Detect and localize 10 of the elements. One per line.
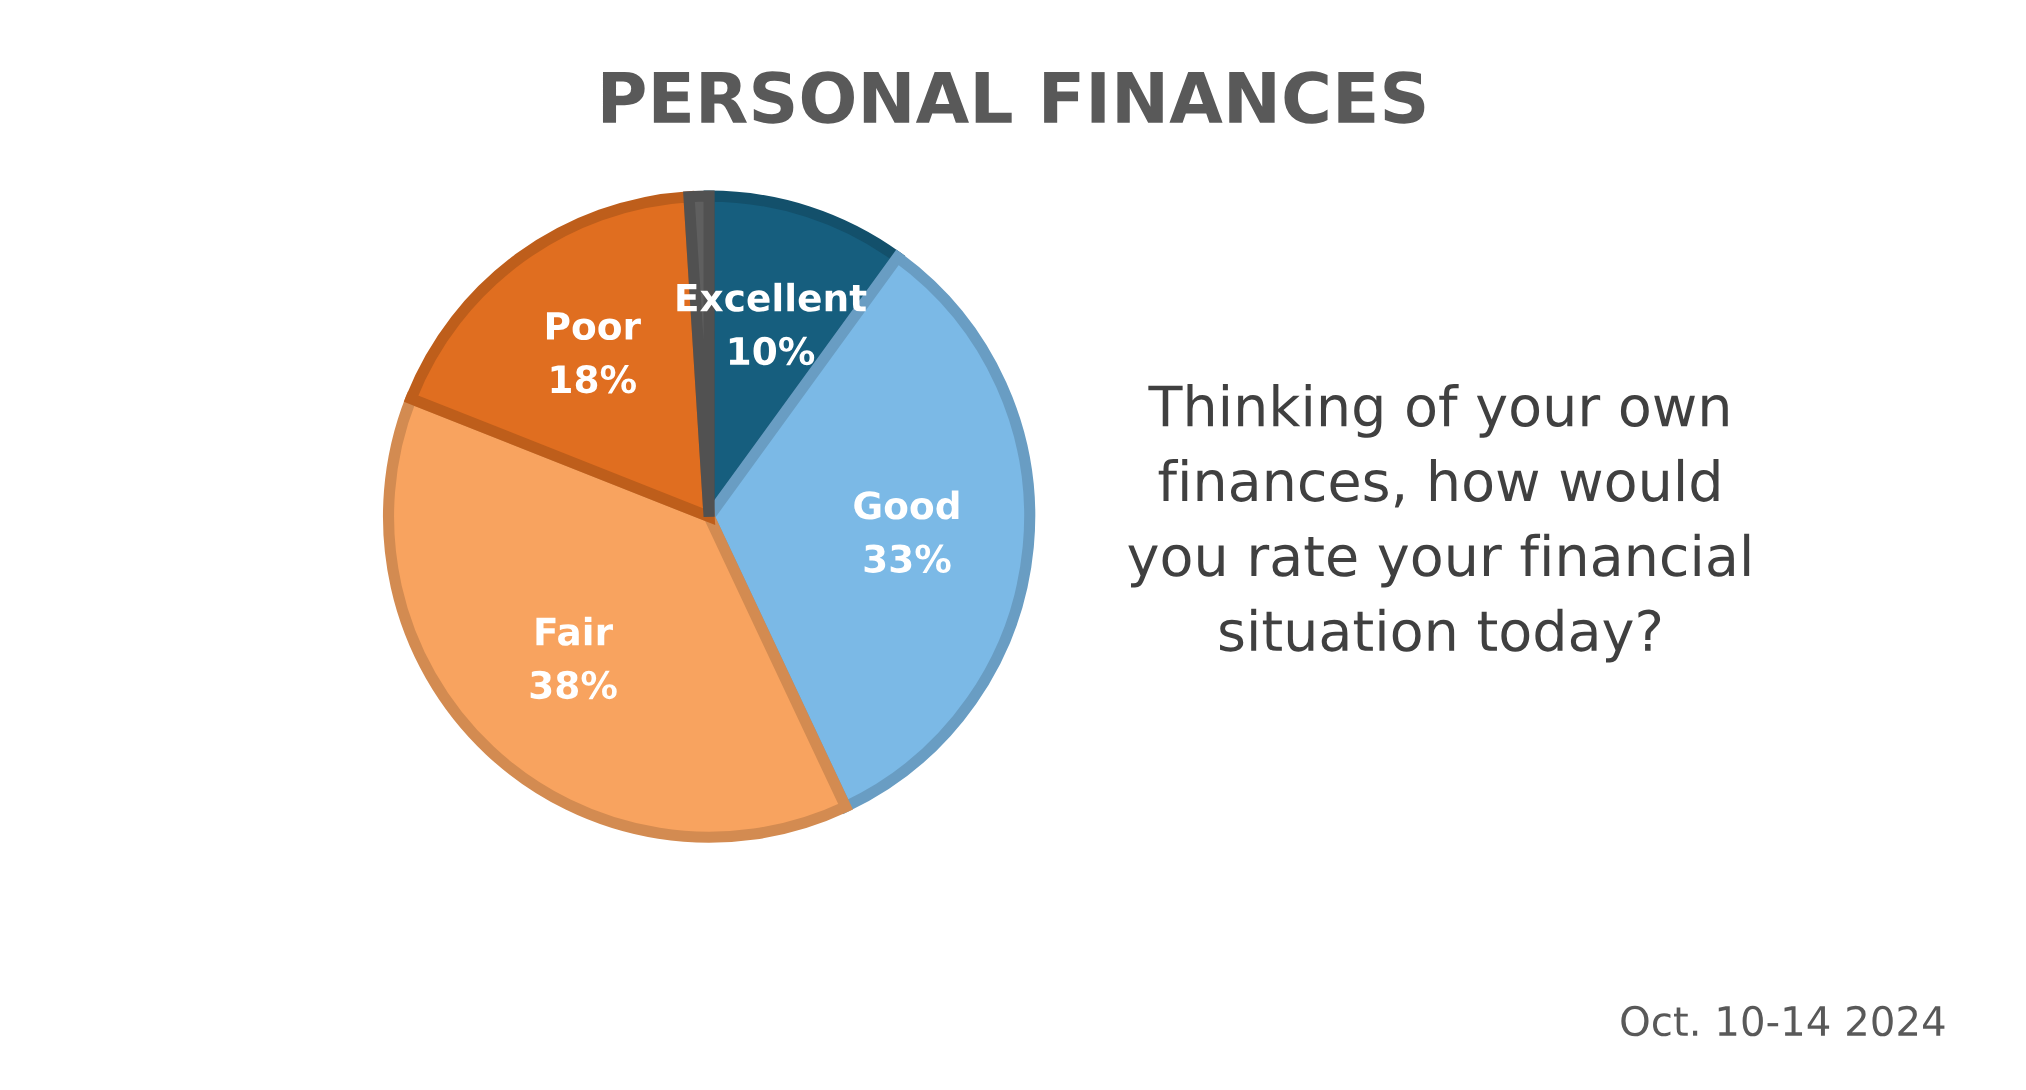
data-label: 33% [864, 544, 951, 573]
slice-label: Good [854, 490, 959, 520]
data-label: 38% [530, 670, 617, 700]
data-label: 18% [551, 365, 636, 394]
data-label: 10% [729, 336, 815, 366]
slice-label: Poor [546, 312, 641, 341]
chart-title: PERSONAL FINANCES [602, 71, 1425, 124]
slice-label: Fair [536, 616, 613, 646]
text: Thinking of your own finances, how would you rate your financial situation today? [1128, 384, 1750, 663]
text: Oct. 10-14 2024 [1621, 1005, 1945, 1037]
